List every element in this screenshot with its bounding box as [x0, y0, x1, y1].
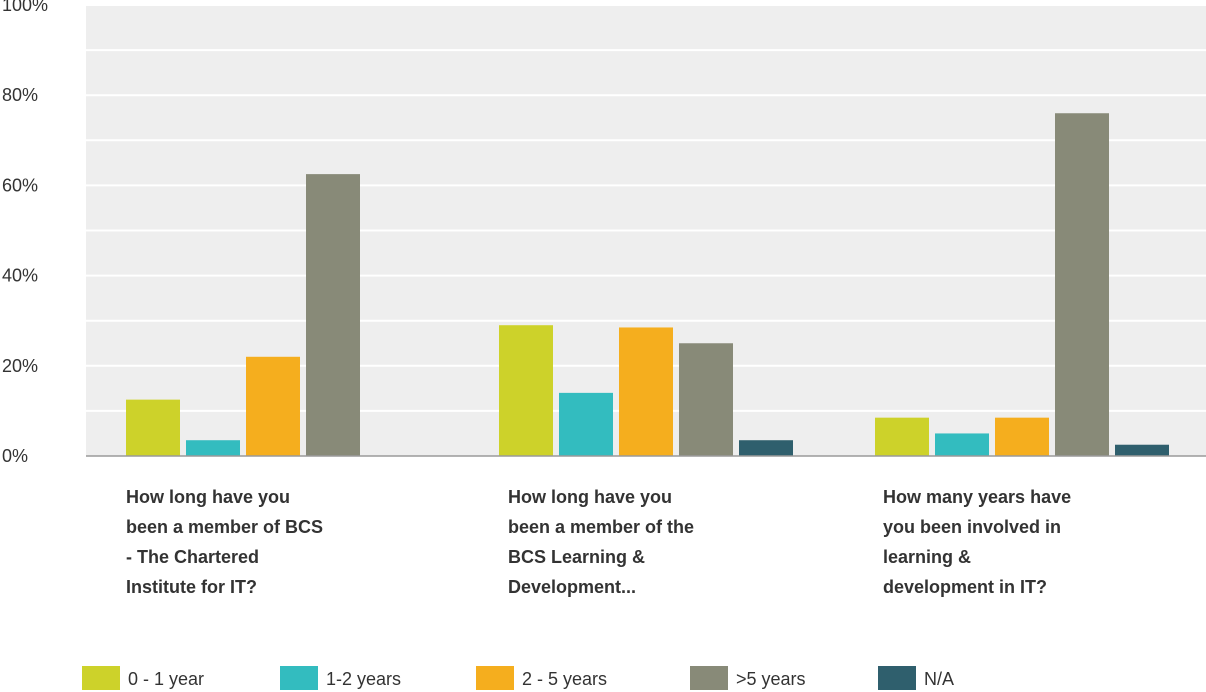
legend-label: 1-2 years [326, 669, 401, 689]
bar [186, 440, 240, 456]
category-label: you been involved in [883, 517, 1061, 537]
category-label: How long have you [508, 487, 672, 507]
bar [306, 174, 360, 456]
y-tick-label: 80% [2, 85, 38, 105]
legend-swatch [476, 666, 514, 690]
bar [1115, 444, 1169, 456]
bar [499, 325, 553, 456]
category-label: learning & [883, 547, 971, 567]
legend-swatch [280, 666, 318, 690]
bars [126, 113, 1169, 457]
y-tick-label: 0% [2, 446, 28, 466]
category-label: development in IT? [883, 577, 1047, 597]
y-tick-label: 40% [2, 266, 38, 286]
bar [679, 343, 733, 456]
y-tick-label: 20% [2, 356, 38, 376]
category-label: BCS Learning & [508, 547, 645, 567]
category-label: How many years have [883, 487, 1071, 507]
bar [1055, 113, 1109, 457]
legend-swatch [690, 666, 728, 690]
y-tick-label: 60% [2, 175, 38, 195]
legend-label: 2 - 5 years [522, 669, 607, 689]
category-label: been a member of BCS [126, 517, 323, 537]
bar [126, 399, 180, 456]
bar [935, 433, 989, 456]
bar [739, 440, 793, 456]
legend: 0 - 1 year 1-2 years 2 - 5 years >5 years N/… [82, 666, 954, 690]
bar [619, 327, 673, 456]
category-label: Development... [508, 577, 636, 597]
legend-label: N/A [924, 669, 954, 689]
category-label: Institute for IT? [126, 577, 257, 597]
legend-label: 0 - 1 year [128, 669, 204, 689]
legend-label: >5 years [736, 669, 806, 689]
category-labels: How long have you been a member of BCS - T… [126, 487, 1071, 597]
bar [246, 356, 300, 456]
y-tick-label: 100% [2, 0, 48, 15]
category-label: How long have you [126, 487, 290, 507]
bar [995, 417, 1049, 456]
y-axis-ticks: 0% 20% 40% 60% 80% 100% [2, 0, 48, 466]
bar [559, 392, 613, 456]
legend-swatch [878, 666, 916, 690]
category-label: been a member of the [508, 517, 694, 537]
bar [875, 417, 929, 456]
legend-swatch [82, 666, 120, 690]
category-label: - The Chartered [126, 547, 259, 567]
